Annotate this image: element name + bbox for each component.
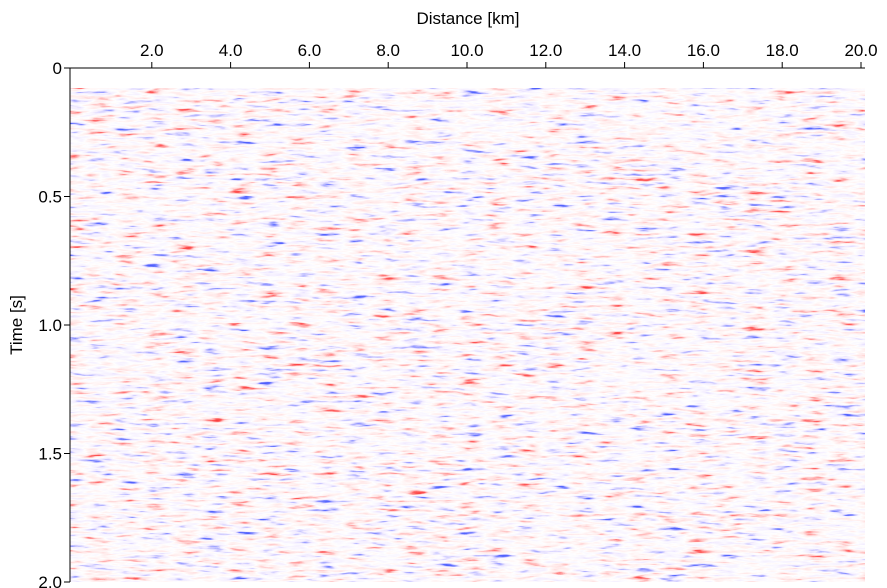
x-tick-label: 12.0	[529, 41, 562, 60]
y-tick-label: 1.0	[38, 316, 62, 335]
x-tick-label: 8.0	[376, 41, 400, 60]
y-tick-label: 2.0	[38, 573, 62, 588]
y-tick-label: 0.5	[38, 188, 62, 207]
seismic-section	[70, 88, 865, 582]
y-axis-label: Time [s]	[7, 295, 26, 355]
x-tick-label: 20.0	[844, 41, 877, 60]
x-tick-label: 14.0	[608, 41, 641, 60]
x-tick-label: 16.0	[687, 41, 720, 60]
x-axis-label: Distance [km]	[417, 9, 520, 28]
x-tick-label: 6.0	[298, 41, 322, 60]
y-tick-label: 0	[53, 59, 62, 78]
x-tick-label: 18.0	[766, 41, 799, 60]
x-tick-label: 4.0	[219, 41, 243, 60]
x-tick-label: 2.0	[140, 41, 164, 60]
x-tick-label: 10.0	[450, 41, 483, 60]
y-tick-label: 1.5	[38, 445, 62, 464]
